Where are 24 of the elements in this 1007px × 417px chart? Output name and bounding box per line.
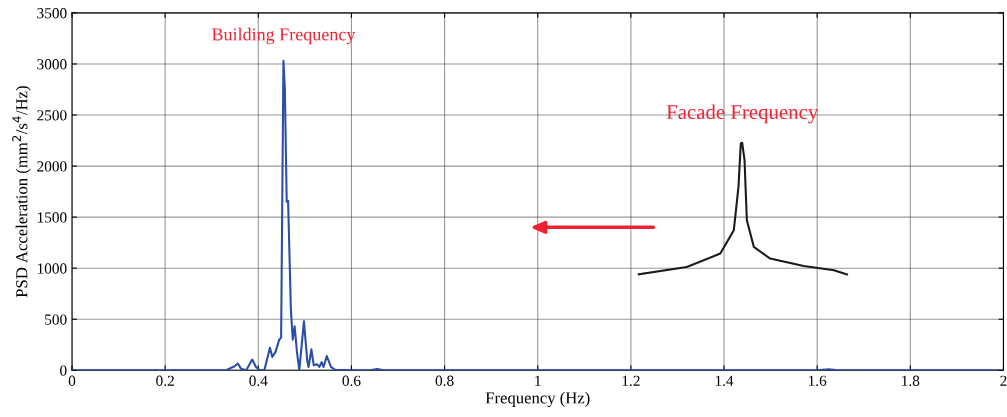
x-tick-label: 0.8 [435, 375, 454, 386]
x-tick-label: 1.2 [622, 375, 640, 386]
line-series [637, 141, 849, 276]
x-tick-label: 1 [535, 375, 541, 386]
x-tick-label: 0.4 [249, 375, 268, 386]
annotation: Building Frequency [212, 27, 356, 45]
annotation: Facade Frequency [666, 104, 819, 124]
y-tick-label: 1000 [37, 263, 67, 274]
x-tick-label: 0.2 [156, 375, 174, 386]
y-tick-label: 3000 [37, 59, 67, 70]
y-tick-label: 1500 [37, 212, 67, 223]
y-tick-label: 2000 [37, 161, 67, 172]
x-axis-title: Frequency (Hz) [485, 391, 590, 407]
y-tick-label: 500 [45, 314, 67, 325]
x-tick-label: 0.6 [342, 375, 361, 386]
x-tick-label: 0 [68, 375, 76, 386]
y-tick-label: 3500 [37, 8, 67, 19]
x-tick-label: 1.8 [902, 375, 920, 386]
y-tick-label: 0 [60, 365, 67, 376]
x-tick-label: 1.4 [715, 375, 734, 386]
x-tick-label: 1.6 [808, 375, 827, 386]
y-tick-label: 2500 [37, 110, 67, 121]
y-axis-title: PSD Acceleration (mm$^{2}$/s$^{4}$/Hz) [12, 86, 31, 298]
x-tick-label: 2 [1000, 375, 1007, 386]
